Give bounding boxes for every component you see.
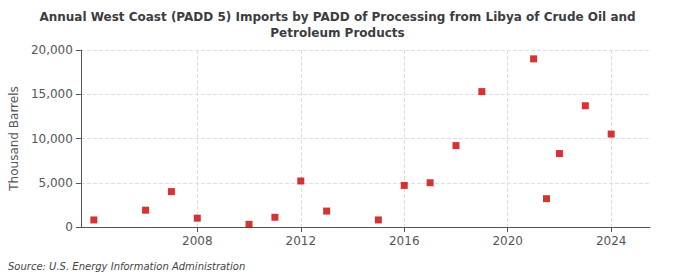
svg-text:2012: 2012 (285, 234, 316, 248)
svg-text:5,000: 5,000 (39, 176, 73, 190)
svg-text:Petroleum Products: Petroleum Products (270, 26, 404, 40)
svg-text:Thousand Barrels: Thousand Barrels (7, 86, 21, 191)
svg-text:2024: 2024 (596, 234, 627, 248)
svg-text:20,000: 20,000 (31, 43, 73, 57)
svg-text:2008: 2008 (182, 234, 213, 248)
svg-text:Annual West Coast (PADD 5) Imp: Annual West Coast (PADD 5) Imports by PA… (39, 10, 635, 24)
svg-text:15,000: 15,000 (31, 87, 73, 101)
svg-text:0: 0 (65, 220, 73, 234)
svg-text:2020: 2020 (492, 234, 523, 248)
svg-text:Source: U.S. Energy Informatio: Source: U.S. Energy Information Administ… (8, 261, 245, 272)
svg-text:2016: 2016 (389, 234, 420, 248)
svg-text:10,000: 10,000 (31, 132, 73, 146)
